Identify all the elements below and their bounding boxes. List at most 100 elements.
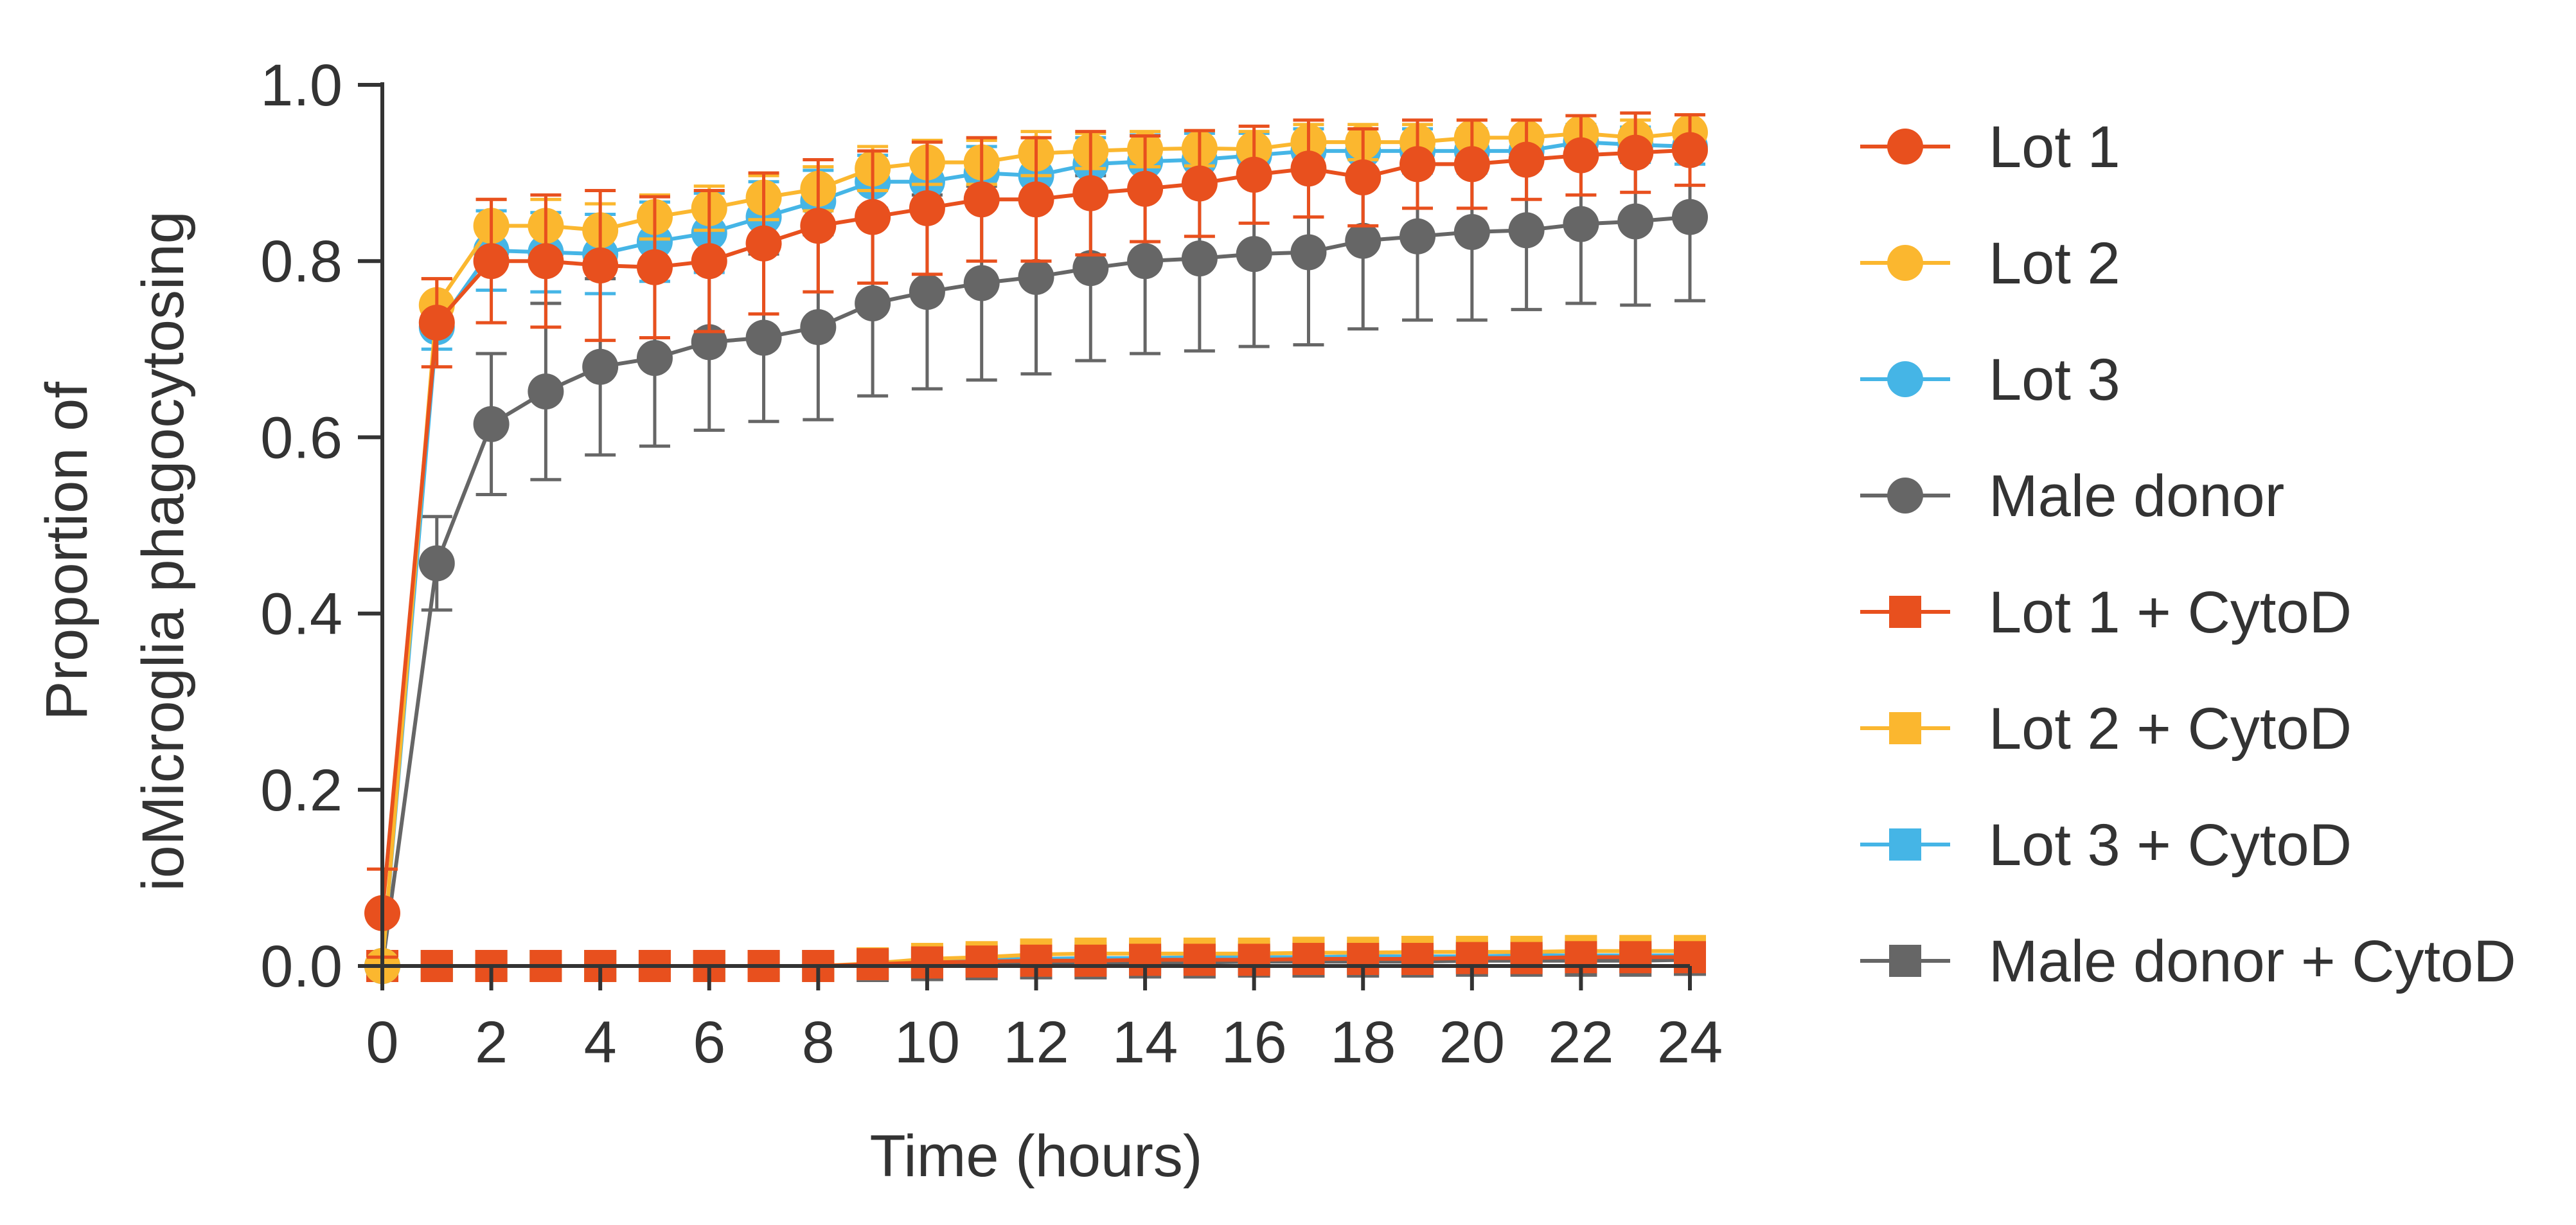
data-point [1345, 159, 1381, 195]
data-point [800, 208, 837, 244]
legend: Lot 1 Lot 2 Lot 3 Male donor Lot 1 + CytoD Lo… [1860, 114, 2516, 994]
data-point [691, 243, 727, 280]
y-tick-label: 0.6 [260, 405, 342, 470]
data-point [1127, 170, 1164, 207]
data-point [636, 340, 673, 377]
data-point [1290, 234, 1327, 271]
data-point [1508, 141, 1545, 178]
data-point [745, 319, 782, 356]
data-point [418, 305, 455, 341]
x-tick-label: 8 [802, 1010, 835, 1075]
data-point [909, 190, 945, 226]
data-point [963, 265, 1000, 301]
data-point [1236, 156, 1272, 193]
legend-item-male-donor: Male donor [1860, 463, 2284, 529]
series-lot-1 [364, 111, 1708, 959]
legend-marker [1887, 361, 1923, 397]
data-point [745, 225, 782, 262]
x-tick-label: 12 [1003, 1010, 1069, 1075]
legend-item-male-donor-cytod: Male donor + CytoD [1860, 929, 2516, 994]
data-point [1399, 146, 1436, 183]
data-point [582, 247, 619, 284]
legend-label: Male donor [1989, 463, 2284, 529]
x-tick-label: 2 [475, 1010, 508, 1075]
data-point [1181, 240, 1218, 277]
legend-label: Lot 3 [1989, 347, 2120, 413]
data-point [1617, 203, 1654, 240]
data-point [1619, 941, 1652, 974]
data-point [636, 249, 673, 285]
data-point [1127, 243, 1164, 280]
x-tick-label: 0 [366, 1010, 398, 1075]
data-point [1290, 150, 1327, 187]
data-point [1617, 134, 1654, 171]
x-tick-label: 4 [584, 1010, 617, 1075]
data-point [418, 545, 455, 582]
data-point [1236, 236, 1272, 273]
data-point [1510, 942, 1543, 974]
x-tick-label: 18 [1330, 1010, 1396, 1075]
y-tick-label: 0.2 [260, 758, 342, 823]
legend-marker [1887, 245, 1923, 281]
x-tick-label: 20 [1439, 1010, 1505, 1075]
legend-item-lot-3-cytod: Lot 3 + CytoD [1860, 812, 2352, 878]
data-point [1074, 944, 1107, 977]
data-point [963, 181, 1000, 218]
legend-marker [1889, 828, 1921, 861]
legend-marker [1887, 478, 1923, 514]
data-point [1072, 175, 1109, 211]
data-point [1563, 206, 1599, 242]
x-tick-label: 6 [693, 1010, 725, 1075]
y-tick-label: 0.0 [260, 934, 342, 999]
legend-label: Lot 3 + CytoD [1989, 812, 2352, 878]
x-tick-label: 24 [1657, 1010, 1723, 1075]
y-axis-title-line: Proportion of [34, 382, 100, 720]
legend-label: Lot 1 + CytoD [1989, 580, 2352, 645]
legend-item-lot-1: Lot 1 [1860, 114, 2120, 180]
data-point [1672, 199, 1708, 235]
data-point [800, 309, 837, 346]
data-point [1183, 943, 1216, 976]
y-tick-label: 1.0 [260, 53, 342, 118]
data-point [473, 406, 510, 442]
data-point [1672, 132, 1708, 168]
legend-marker [1889, 945, 1921, 977]
x-tick-label: 22 [1548, 1010, 1613, 1075]
data-point [1563, 137, 1599, 174]
y-tick-label: 0.8 [260, 229, 342, 294]
legend-marker [1887, 129, 1923, 165]
y-tick-label: 0.4 [260, 582, 342, 647]
data-point [528, 373, 564, 410]
data-point [1453, 213, 1490, 250]
data-point [473, 243, 510, 280]
legend-item-lot-2-cytod: Lot 2 + CytoD [1860, 696, 2352, 762]
legend-item-lot-1-cytod: Lot 1 + CytoD [1860, 580, 2352, 645]
data-point [1072, 250, 1109, 287]
x-tick-label: 16 [1221, 1010, 1286, 1075]
data-point [909, 274, 945, 310]
x-tick-label: 10 [894, 1010, 960, 1075]
legend-label: Lot 1 [1989, 114, 2120, 180]
legend-label: Lot 2 [1989, 231, 2120, 296]
legend-label: Male donor + CytoD [1989, 929, 2516, 994]
data-point [1453, 146, 1490, 183]
data-point [1345, 222, 1381, 259]
data-point [1508, 212, 1545, 249]
plot-area [364, 111, 1708, 984]
x-tick-label: 14 [1112, 1010, 1178, 1075]
data-point [965, 945, 998, 978]
data-point [1181, 165, 1218, 202]
data-point [1399, 218, 1436, 255]
axes: 0.00.20.40.60.81.00 2 4 6 8 10 12 14 16 18 20 22 24T… [34, 53, 1723, 1189]
data-point [1401, 943, 1434, 976]
data-point [855, 285, 891, 322]
data-point [1292, 943, 1325, 976]
legend-marker [1889, 712, 1921, 744]
data-point [1018, 258, 1054, 295]
legend-item-lot-3: Lot 3 [1860, 347, 2120, 413]
legend-item-lot-2: Lot 2 [1860, 231, 2120, 296]
legend-label: Lot 2 + CytoD [1989, 696, 2352, 762]
data-point [855, 199, 891, 235]
